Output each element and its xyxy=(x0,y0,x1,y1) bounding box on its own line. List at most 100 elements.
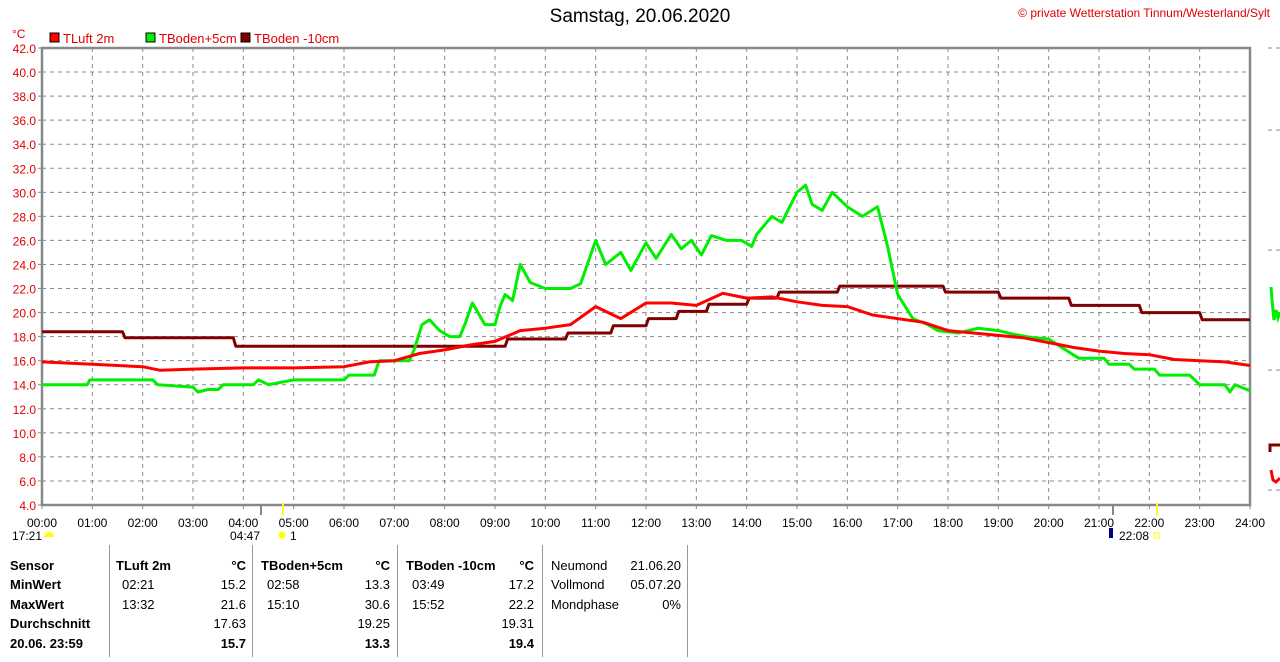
y-tick-label: 14.0 xyxy=(13,379,37,393)
sensor-column: TLuft 2m °C 02:21 15.2 13:32 21.6 17.63 15.7 xyxy=(116,548,246,658)
x-tick-label: 23:00 xyxy=(1185,516,1215,530)
moon-value: 21.06.20 xyxy=(630,558,681,573)
next-day-green xyxy=(1269,286,1280,324)
sun-label: 1 xyxy=(290,529,297,543)
y-tick-label: 24.0 xyxy=(13,258,37,272)
x-tick-label: 07:00 xyxy=(379,516,409,530)
y-tick-label: 18.0 xyxy=(13,331,37,345)
sensor-last: 19.4 xyxy=(508,636,534,651)
sun-icon xyxy=(278,531,286,539)
y-tick-label: 20.0 xyxy=(13,307,37,321)
y-tick-label: 42.0 xyxy=(13,42,37,56)
y-tick-label: 28.0 xyxy=(13,210,37,224)
y-tick-label: 8.0 xyxy=(19,451,36,465)
sunset-time: 17:21 xyxy=(12,529,42,543)
sensor-max-time: 15:52 xyxy=(412,597,445,612)
x-tick-label: 10:00 xyxy=(530,516,560,530)
sensor-avg: 17.63 xyxy=(213,616,246,631)
x-tick-label: 03:00 xyxy=(178,516,208,530)
sensor-column: TBoden -10cm °C 03:49 17.2 15:52 22.2 19.31 19.… xyxy=(406,548,534,658)
sensor-min: 13.3 xyxy=(364,577,390,592)
moon-square-icon xyxy=(1153,532,1160,539)
label-last: 20.06. 23:59 xyxy=(10,636,84,651)
sensor-column: TBoden+5cm °C 02:58 13.3 15:10 30.6 19.25 13.3 xyxy=(261,548,390,658)
series-line-tboden-10cm xyxy=(42,284,1250,348)
y-tick-label: 22.0 xyxy=(13,283,37,297)
sensor-last: 13.3 xyxy=(364,636,390,651)
y-tick-label: 10.0 xyxy=(13,427,37,441)
y-tick-label: 36.0 xyxy=(13,114,37,128)
x-tick-label: 20:00 xyxy=(1034,516,1064,530)
y-axis-unit: °C xyxy=(12,27,26,41)
x-tick-label: 08:00 xyxy=(430,516,460,530)
sensor-max-time: 15:10 xyxy=(267,597,300,612)
x-tick-label: 15:00 xyxy=(782,516,812,530)
series-line-tluft-2m xyxy=(41,291,1251,372)
series-line-tboden-5cm xyxy=(42,183,1251,394)
label-max: MaxWert xyxy=(10,597,64,612)
sensor-avg: 19.31 xyxy=(501,616,534,631)
x-tick-label: 04:00 xyxy=(228,516,258,530)
temperature-chart: 4.0 6.0 8.0 10.0 12.0 14.0 16.0 18.0 20.0 22.0 24.… xyxy=(12,27,1280,543)
y-tick-label: 26.0 xyxy=(13,234,37,248)
x-tick-label: 11:00 xyxy=(581,516,610,530)
next-day-red xyxy=(1269,469,1280,484)
sensor-last: 15.7 xyxy=(220,636,246,651)
sensor-min: 17.2 xyxy=(508,577,534,592)
y-tick-label: 34.0 xyxy=(13,138,37,152)
legend-swatch xyxy=(240,32,251,43)
x-tick-label: 02:00 xyxy=(128,516,158,530)
x-tick-label: 06:00 xyxy=(329,516,359,530)
x-tick-label: 22:00 xyxy=(1134,516,1164,530)
sunrise-time: 04:47 xyxy=(230,529,260,543)
sensor-max: 21.6 xyxy=(220,597,246,612)
y-tick-label: 16.0 xyxy=(13,355,37,369)
y-tick-label: 40.0 xyxy=(13,66,37,80)
divider xyxy=(252,545,253,657)
divider xyxy=(542,545,543,657)
moon-info: Neumond 21.06.20 Vollmond 05.07.20 Mondp… xyxy=(551,548,681,658)
x-tick-label: 17:00 xyxy=(883,516,913,530)
divider xyxy=(109,545,110,657)
label-min: MinWert xyxy=(10,577,62,592)
x-tick-label: 18:00 xyxy=(933,516,963,530)
x-tick-label: 12:00 xyxy=(631,516,661,530)
sensor-max: 30.6 xyxy=(364,597,390,612)
y-tick-label: 6.0 xyxy=(19,475,36,489)
x-tick-label: 01:00 xyxy=(77,516,107,530)
sensor-min-time: 02:58 xyxy=(267,577,300,592)
legend-label: TBoden -10cm xyxy=(254,31,339,46)
sensor-min-time: 02:21 xyxy=(122,577,155,592)
sensor-min-time: 03:49 xyxy=(412,577,445,592)
x-tick-label: 00:00 xyxy=(27,516,57,530)
divider xyxy=(397,545,398,657)
sun-half-icon xyxy=(44,532,54,537)
x-tick-label: 24:00 xyxy=(1235,516,1265,530)
x-tick-label: 14:00 xyxy=(732,516,762,530)
sensor-name: TBoden+5cm xyxy=(261,558,343,573)
x-tick-label: 05:00 xyxy=(279,516,309,530)
sensor-unit: °C xyxy=(375,558,390,573)
sensor-name: TLuft 2m xyxy=(116,558,171,573)
moon-time: 22:08 xyxy=(1119,529,1149,543)
copyright: © private Wetterstation Tinnum/Westerlan… xyxy=(1018,6,1270,20)
legend-swatch xyxy=(49,32,60,43)
x-tick-label: 13:00 xyxy=(681,516,711,530)
legend-label: TLuft 2m xyxy=(63,31,114,46)
x-tick-label: 16:00 xyxy=(832,516,862,530)
sensor-name: TBoden -10cm xyxy=(406,558,496,573)
moon-label: Vollmond xyxy=(551,577,605,592)
sensor-max: 22.2 xyxy=(508,597,534,612)
y-tick-label: 38.0 xyxy=(13,90,37,104)
sensor-min: 15.2 xyxy=(220,577,246,592)
moon-label: Mondphase xyxy=(551,597,619,612)
moon-value: 05.07.20 xyxy=(630,577,681,592)
label-sensor: Sensor xyxy=(10,558,55,573)
sensor-unit: °C xyxy=(519,558,534,573)
y-tick-label: 30.0 xyxy=(13,186,37,200)
legend-label: TBoden+5cm xyxy=(159,31,237,46)
sensor-max-time: 13:32 xyxy=(122,597,155,612)
label-avg: Durchschnitt xyxy=(10,616,91,631)
x-tick-label: 21:00 xyxy=(1084,516,1114,530)
divider xyxy=(687,545,688,657)
